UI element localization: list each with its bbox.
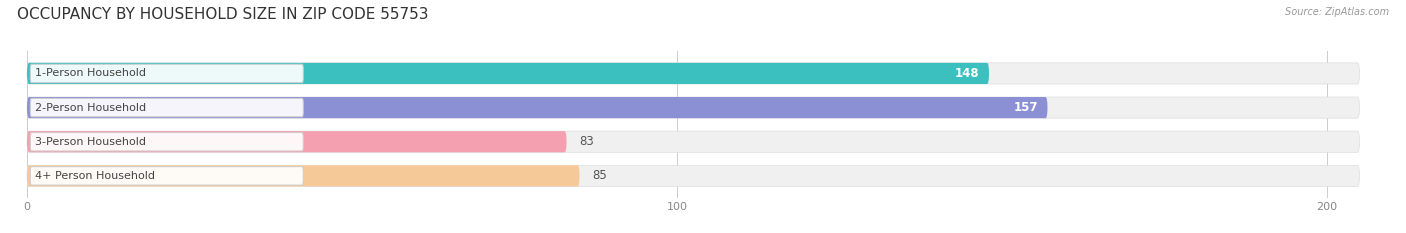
- FancyBboxPatch shape: [27, 63, 988, 84]
- Text: 2-Person Household: 2-Person Household: [35, 103, 146, 113]
- Text: OCCUPANCY BY HOUSEHOLD SIZE IN ZIP CODE 55753: OCCUPANCY BY HOUSEHOLD SIZE IN ZIP CODE …: [17, 7, 429, 22]
- FancyBboxPatch shape: [31, 167, 304, 185]
- FancyBboxPatch shape: [27, 165, 1360, 186]
- FancyBboxPatch shape: [31, 133, 304, 151]
- Text: 4+ Person Household: 4+ Person Household: [35, 171, 155, 181]
- FancyBboxPatch shape: [27, 131, 567, 152]
- Text: 3-Person Household: 3-Person Household: [35, 137, 146, 147]
- FancyBboxPatch shape: [27, 63, 1360, 84]
- FancyBboxPatch shape: [31, 64, 304, 83]
- Text: 1-Person Household: 1-Person Household: [35, 69, 146, 79]
- Text: 157: 157: [1014, 101, 1038, 114]
- Text: Source: ZipAtlas.com: Source: ZipAtlas.com: [1285, 7, 1389, 17]
- FancyBboxPatch shape: [27, 97, 1360, 118]
- Text: 85: 85: [592, 169, 607, 182]
- FancyBboxPatch shape: [31, 98, 304, 117]
- FancyBboxPatch shape: [27, 97, 1047, 118]
- Text: 148: 148: [955, 67, 979, 80]
- Text: 83: 83: [579, 135, 595, 148]
- FancyBboxPatch shape: [27, 165, 579, 186]
- FancyBboxPatch shape: [27, 131, 1360, 152]
